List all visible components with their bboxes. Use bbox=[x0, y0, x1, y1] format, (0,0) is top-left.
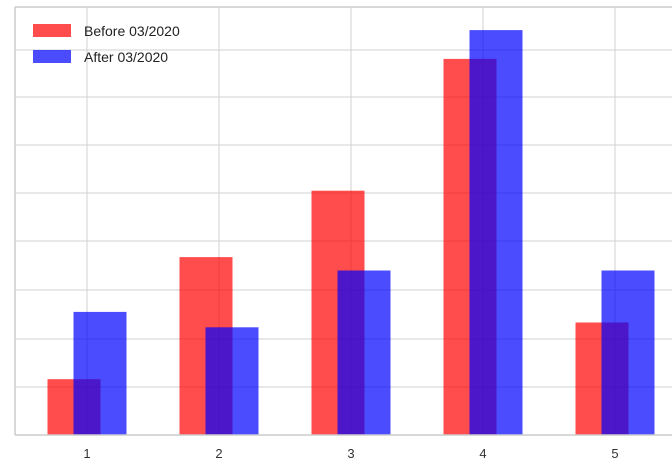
x-tick-label: 3 bbox=[347, 446, 354, 460]
x-tick-label: 4 bbox=[479, 446, 486, 460]
x-tick-label: 2 bbox=[215, 446, 222, 460]
x-tick-labels: 1 2 3 4 5 bbox=[83, 446, 618, 460]
x-tick-label: 5 bbox=[611, 446, 618, 460]
legend-label-after: After 03/2020 bbox=[84, 49, 168, 65]
bar-after-2 bbox=[205, 327, 259, 435]
bar-after-3 bbox=[337, 270, 391, 435]
legend-label-before: Before 03/2020 bbox=[84, 23, 180, 39]
bars bbox=[47, 30, 655, 436]
axes bbox=[14, 6, 672, 436]
legend: Before 03/2020 After 03/2020 bbox=[33, 23, 180, 65]
x-tick-label: 1 bbox=[83, 446, 90, 460]
legend-swatch-before bbox=[33, 24, 71, 37]
bar-after-1 bbox=[73, 311, 127, 435]
legend-swatch-after bbox=[33, 50, 71, 63]
bar-after-5 bbox=[601, 270, 655, 435]
bar-after-4 bbox=[469, 30, 523, 435]
